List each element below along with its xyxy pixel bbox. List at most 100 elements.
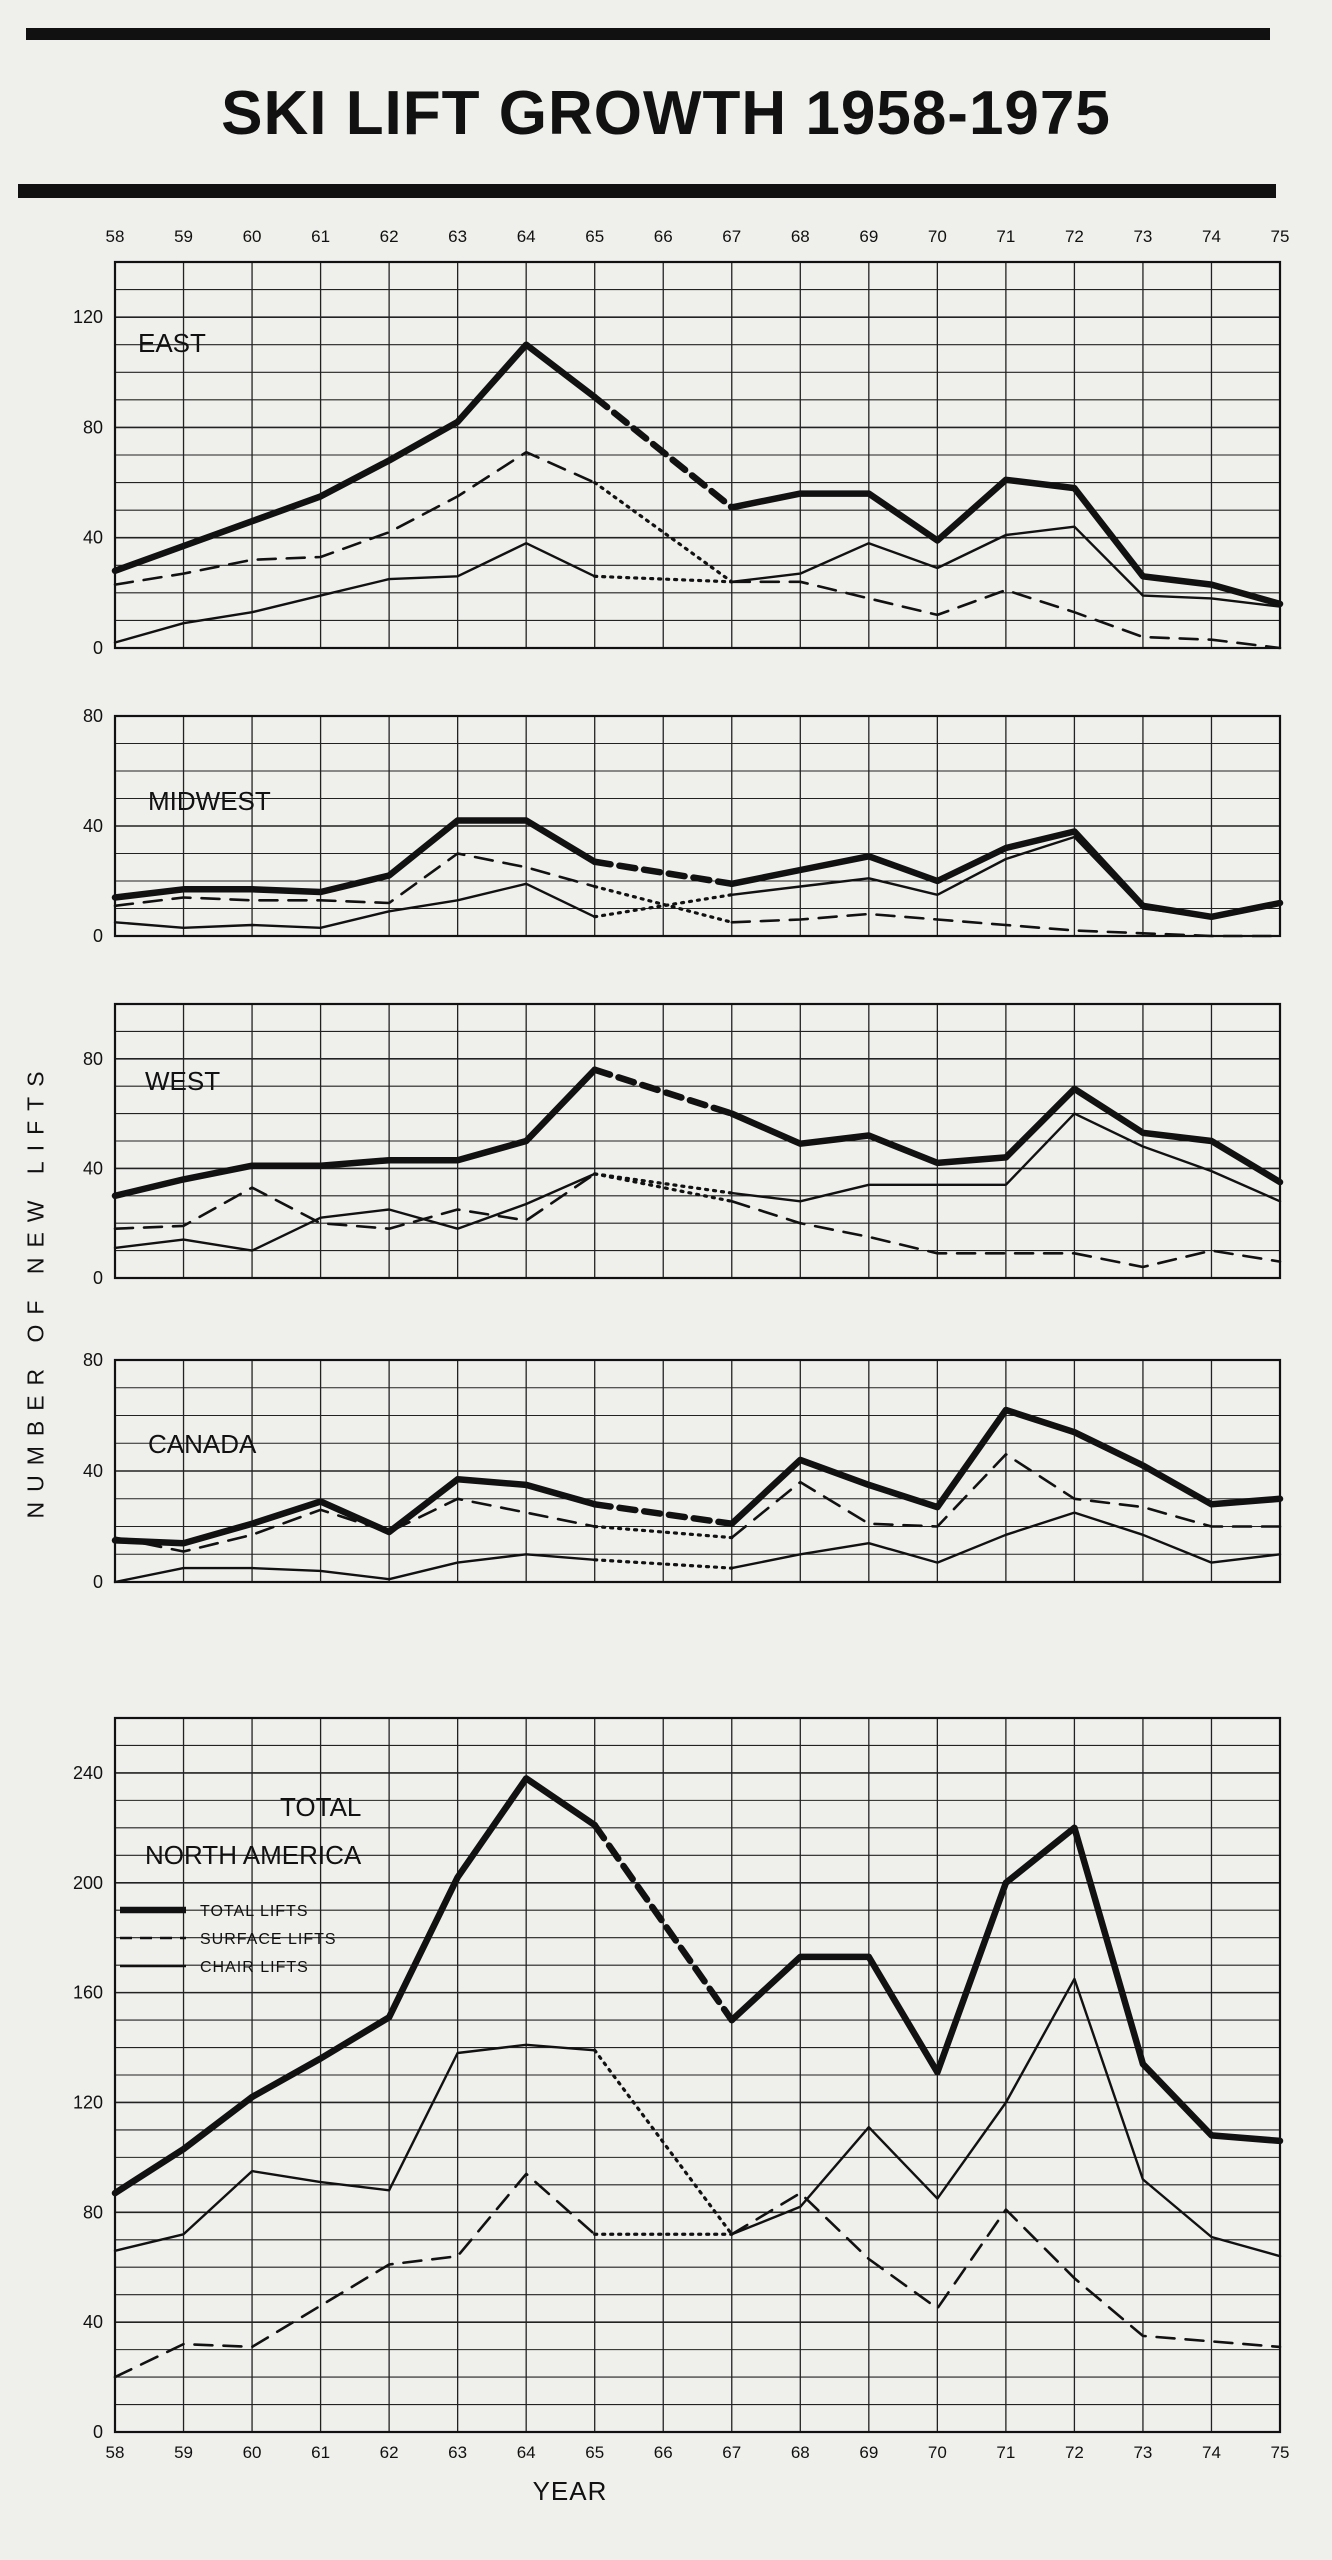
x-tick-label: 64 <box>517 2443 536 2462</box>
series-gap-line <box>593 2048 734 2236</box>
series-gap-line <box>591 1066 736 1117</box>
series-line <box>730 1112 1282 1203</box>
series-surface-lifts <box>113 2172 1282 2379</box>
y-tick-label: 0 <box>93 1572 103 1592</box>
x-tick-label: 73 <box>1133 227 1152 246</box>
y-tick-label: 160 <box>73 1983 103 2003</box>
series-line <box>113 882 596 929</box>
x-tick-label: 60 <box>243 227 262 246</box>
x-tick-label: 71 <box>996 2443 1015 2462</box>
panel-midwest: 0 40 80 MIDWEST <box>83 706 1284 946</box>
series-gap-line <box>593 1172 734 1195</box>
y-tick-label: 0 <box>93 1268 103 1288</box>
x-tick-label: 66 <box>654 2443 673 2462</box>
x-tick-label: 71 <box>996 227 1015 246</box>
series-line <box>113 2043 596 2252</box>
series-line <box>113 450 596 586</box>
series-line <box>113 542 596 644</box>
series-line <box>111 341 598 575</box>
y-tick-label: 40 <box>83 1158 103 1178</box>
panel-title: CANADA <box>148 1429 257 1459</box>
series-line <box>111 1066 598 1200</box>
y-tick-label: 40 <box>83 528 103 548</box>
plot-frame <box>113 1358 1282 1584</box>
x-tick-label: 59 <box>174 2443 193 2462</box>
series-chair-lifts <box>113 1112 1282 1252</box>
series-total-lifts <box>111 1406 1284 1547</box>
plot-frame <box>113 260 1282 650</box>
series-total-lifts <box>111 1066 1284 1200</box>
series-gap-line <box>593 893 734 919</box>
panel-title: NORTH AMERICA <box>145 1840 362 1870</box>
series-line <box>730 1977 1282 2258</box>
x-tick-label: 64 <box>517 227 536 246</box>
x-tick-label: 63 <box>448 2443 467 2462</box>
series-line <box>730 912 1282 938</box>
y-tick-label: 0 <box>93 2422 103 2442</box>
x-tick-label: 69 <box>859 2443 878 2462</box>
series-chair-lifts <box>113 525 1282 644</box>
x-tick-label: 72 <box>1065 2443 1084 2462</box>
series-surface-lifts <box>113 1453 1282 1553</box>
series-gap-line <box>593 1558 734 1570</box>
series-gap-line <box>591 858 736 887</box>
y-tick-label: 80 <box>83 1350 103 1370</box>
x-tick-label: 63 <box>448 227 467 246</box>
series-line <box>728 1824 1284 2145</box>
panel-title: EAST <box>138 328 206 358</box>
series-chair-lifts <box>113 835 1282 929</box>
x-tick-label: 61 <box>311 2443 330 2462</box>
x-tick-label: 60 <box>243 2443 262 2462</box>
series-line <box>730 525 1282 608</box>
plot-frame <box>113 1716 1282 2434</box>
panel-total-north-america: 0 40 80 120 160 200 240 58 59 60 61 62 63 64 65 66 67 68 6… <box>73 1716 1290 2462</box>
series-line <box>730 1453 1282 1539</box>
y-tick-label: 40 <box>83 1461 103 1481</box>
y-tick-label: 0 <box>93 638 103 658</box>
series-gap-line <box>593 884 734 924</box>
x-tick-label: 62 <box>380 227 399 246</box>
x-tick-label: 58 <box>106 2443 125 2462</box>
series-line <box>730 835 1282 918</box>
x-tick-label: 62 <box>380 2443 399 2462</box>
x-tick-label: 70 <box>928 227 947 246</box>
legend-label: SURFACE LIFTS <box>200 1931 337 1948</box>
x-tick-label: 73 <box>1133 2443 1152 2462</box>
y-tick-label: 240 <box>73 1763 103 1783</box>
x-tick-label: 68 <box>791 227 810 246</box>
series-line <box>113 1172 596 1252</box>
x-tick-label: 67 <box>722 227 741 246</box>
legend-label: TOTAL LIFTS <box>200 1903 309 1920</box>
series-chair-lifts <box>113 1977 1282 2258</box>
series-line <box>728 1085 1284 1186</box>
series-gap-line <box>591 393 736 511</box>
series-total-lifts <box>111 341 1284 608</box>
series-line <box>730 2191 1282 2349</box>
series-line <box>111 1476 598 1547</box>
series-line <box>111 817 598 901</box>
legend-label: CHAIR LIFTS <box>200 1959 309 1976</box>
y-tick-label: 80 <box>83 2202 103 2222</box>
x-tick-label: 65 <box>585 227 604 246</box>
x-tick-label: 74 <box>1202 2443 1221 2462</box>
x-tick-label: 61 <box>311 227 330 246</box>
series-gap-line <box>591 1501 736 1527</box>
series-line <box>113 2172 596 2379</box>
series-total-lifts <box>111 1775 1284 2197</box>
x-tick-label: 66 <box>654 227 673 246</box>
series-gap-line <box>593 574 734 584</box>
series-line <box>730 1200 1282 1269</box>
x-tick-label: 72 <box>1065 227 1084 246</box>
panel-title: TOTAL <box>280 1792 361 1822</box>
x-tick-label: 75 <box>1271 2443 1290 2462</box>
x-tick-label: 67 <box>722 2443 741 2462</box>
panel-west: 0 40 80 WEST <box>83 1002 1284 1288</box>
x-tick-label: 59 <box>174 227 193 246</box>
y-tick-label: 40 <box>83 2312 103 2332</box>
x-tick-label: 58 <box>106 227 125 246</box>
series-line <box>113 852 596 908</box>
x-tick-label: 68 <box>791 2443 810 2462</box>
panel-east: 0 40 80 120 58 59 60 61 62 63 64 65 66 67 68 69 70 71 72 73… <box>73 227 1290 658</box>
series-line <box>728 476 1284 608</box>
plot-frame <box>113 714 1282 938</box>
